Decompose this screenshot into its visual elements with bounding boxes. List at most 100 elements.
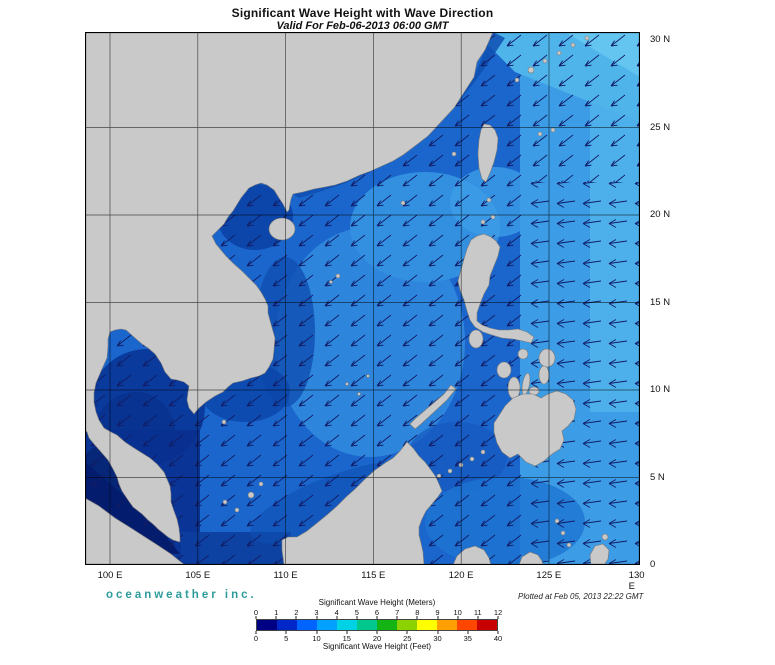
legend-feet-tick-mark	[346, 631, 348, 634]
legend-meters-tick-mark	[477, 616, 479, 619]
legend-meters-tick-mark	[255, 616, 257, 619]
island-sulawesi-north	[452, 545, 492, 566]
legend-feet-tick-mark	[376, 631, 378, 634]
island-mindoro	[468, 329, 484, 349]
wave-height-map	[75, 31, 641, 567]
legend-color-segment	[437, 620, 457, 630]
legend-feet-tick-mark	[255, 631, 257, 634]
legend-color-segment	[417, 620, 437, 630]
island-borneo	[281, 441, 443, 566]
land-asia-mainland	[84, 31, 494, 543]
legend-meters-tick-label: 5	[354, 608, 359, 617]
legend-feet-tick-label: 10	[312, 634, 321, 643]
legend-meters-tick-label: 1	[274, 608, 279, 617]
lat-tick-label: 10 N	[650, 384, 671, 395]
lat-tick-label: 0	[650, 559, 656, 570]
legend-meters-tick-mark	[396, 616, 398, 619]
valid-time: Valid For Feb-06-2013 06:00 GMT	[276, 20, 449, 32]
legend-meters-tick-mark	[376, 616, 378, 619]
map-border	[84, 31, 641, 566]
legend-meters-tick-label: 2	[294, 608, 299, 617]
grid-layer	[85, 32, 640, 565]
lon-tick-label: 115 E	[361, 570, 386, 581]
legend-color-segment	[377, 620, 397, 630]
legend-meters-tick-mark	[275, 616, 277, 619]
legend-feet-tick-mark	[316, 631, 317, 634]
oceanweather-logo: oceanweather inc.	[106, 589, 257, 601]
legend-meters-tick-label: 3	[314, 608, 319, 617]
lat-tick-label: 30 N	[650, 34, 671, 45]
legend-feet-tick-label: 0	[253, 634, 259, 643]
legend-meters-tick-mark	[416, 616, 418, 619]
legend-color-segment	[257, 620, 277, 630]
island-masbate	[517, 348, 529, 360]
lon-tick-label: 130 E	[628, 570, 645, 592]
legend-feet-tick-label: 40	[493, 634, 503, 643]
legend-feet-tick-label: 5	[284, 634, 289, 643]
lon-tick-label: 105 E	[185, 570, 211, 581]
legend-feet-tick-label: 20	[372, 634, 382, 643]
island-samar	[538, 348, 556, 368]
legend-feet-tick-label: 35	[463, 634, 472, 643]
plotted-timestamp: Plotted at Feb 05, 2013 22:22 GMT	[518, 592, 644, 601]
legend-color-segment	[477, 620, 497, 630]
legend-feet-tick-mark	[437, 631, 438, 634]
legend-feet-tick-mark	[497, 631, 499, 634]
small-islands	[221, 35, 609, 548]
island-hainan	[268, 217, 296, 241]
lat-tick-label: 15 N	[650, 296, 671, 308]
lon-tick-label: 125 E	[536, 570, 562, 581]
legend-meters-tick-label: 6	[374, 608, 380, 617]
legend-meters-tick-label: 9	[435, 608, 440, 617]
page-title: Significant Wave Height with Wave Direct…	[231, 6, 494, 20]
island-leyte	[538, 365, 550, 385]
legend-meters-tick-label: 12	[493, 608, 503, 617]
lon-tick-label: 100 E	[97, 570, 123, 581]
legend-meters-tick-label: 7	[395, 608, 400, 617]
legend-meters-tick-label: 8	[415, 608, 420, 617]
legend-color-segment	[357, 620, 377, 630]
legend-meters-tick-mark	[457, 616, 459, 619]
island-mindanao	[493, 390, 577, 467]
legend-meters-tick-label: 10	[453, 608, 462, 617]
legend-meters-tick-label: 11	[473, 608, 482, 617]
longitude-axis: 100 E 105 E 110 E 115 E 120 E 125 E 130 E	[85, 570, 645, 592]
legend-feet-title: Significant Wave Height (Feet)	[322, 642, 432, 651]
legend-meters-tick-mark	[336, 616, 338, 619]
legend-color-segment	[337, 620, 357, 630]
lat-tick-label: 25 N	[650, 121, 671, 133]
legend-feet-tick-label: 30	[433, 634, 442, 643]
legend-feet-ticks: 0 5 10 15 20 25 30 35 40	[253, 631, 502, 643]
legend-color-segment	[317, 620, 337, 630]
legend-meters-tick-mark	[497, 616, 499, 619]
legend-meters-title: Significant Wave Height (Meters)	[318, 598, 436, 607]
legend-meters-tick-mark	[356, 616, 358, 619]
island-panay	[496, 361, 512, 379]
legend-meters-tick-mark	[295, 616, 297, 619]
island-luzon	[457, 233, 535, 344]
legend-color-segment	[277, 620, 297, 630]
legend-feet-tick-label: 25	[403, 634, 412, 643]
legend-meters-tick-mark	[316, 616, 317, 619]
legend-meters-ticks: 0 1 2 3 4 5 6 7 8 9 10 11 12	[253, 608, 502, 619]
island-palawan	[409, 384, 457, 430]
legend-color-segment	[297, 620, 317, 630]
legend-meters-tick-label: 0	[253, 608, 259, 617]
legend-color-segment	[457, 620, 477, 630]
legend-color-segment	[397, 620, 417, 630]
legend-feet-tick-mark	[285, 631, 287, 634]
latitude-axis: 30 N 25 N 20 N 15 N 10 N 5 N 0	[647, 0, 692, 665]
lon-tick-label: 110 E	[273, 570, 298, 581]
lat-tick-label: 20 N	[650, 209, 671, 220]
lat-tick-label: 5 N	[650, 471, 665, 483]
legend-meters-tick-mark	[437, 616, 438, 619]
legend-meters-tick-label: 4	[334, 608, 339, 617]
legend-feet-tick-label: 15	[342, 634, 351, 643]
legend-color-bar	[256, 619, 498, 631]
island-taiwan	[477, 123, 499, 183]
map-area	[75, 31, 641, 567]
lon-tick-label: 120 E	[448, 570, 474, 581]
legend-feet-tick-mark	[467, 631, 469, 634]
